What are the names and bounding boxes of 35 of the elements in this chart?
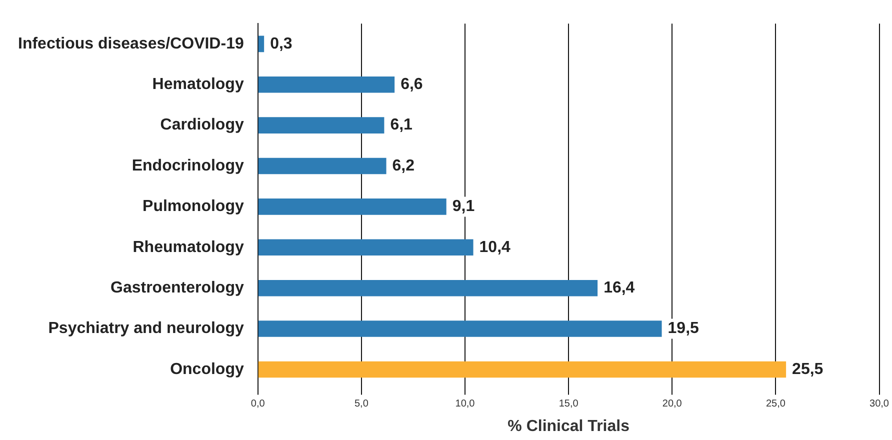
bar (258, 117, 384, 134)
x-tick-label: 30,0 (870, 398, 890, 410)
data-label: 6,1 (390, 116, 413, 134)
x-tick-label: 15,0 (558, 398, 579, 410)
y-tick-label: Rheumatology (132, 238, 244, 256)
y-tick-label: Oncology (170, 360, 244, 378)
bar (258, 76, 395, 93)
y-tick-label: Gastroenterology (110, 279, 244, 296)
x-tick-label: 0,0 (250, 398, 266, 410)
data-label: 10,4 (479, 238, 511, 256)
y-tick-label: Psychiatry and neurology (48, 320, 244, 338)
y-tick-label: Infectious diseases/COVID-19 (18, 35, 244, 52)
data-label: 6,2 (392, 157, 415, 174)
bar (258, 361, 786, 378)
data-label: 19,5 (668, 320, 700, 338)
data-label: 0,3 (270, 35, 292, 52)
bar (258, 320, 662, 337)
x-tick-label: 25,0 (766, 398, 786, 410)
x-axis-title: % Clinical Trials (508, 418, 630, 435)
bar (258, 158, 386, 174)
bar (258, 239, 474, 256)
bar (258, 36, 264, 52)
x-tick-label: 10,0 (455, 398, 476, 410)
y-tick-label: Endocrinology (132, 157, 244, 174)
y-tick-label: Pulmonology (142, 198, 244, 216)
x-tick-label: 5,0 (354, 398, 369, 410)
bar (258, 198, 446, 215)
data-label: 16,4 (604, 279, 635, 296)
bar (258, 280, 598, 296)
data-label: 6,6 (400, 76, 423, 94)
data-label: 25,5 (792, 360, 824, 378)
y-tick-label: Cardiology (160, 116, 244, 134)
x-tick-label: 20,0 (662, 398, 682, 410)
y-tick-label: Hematology (152, 76, 244, 94)
data-label: 9,1 (452, 198, 475, 216)
